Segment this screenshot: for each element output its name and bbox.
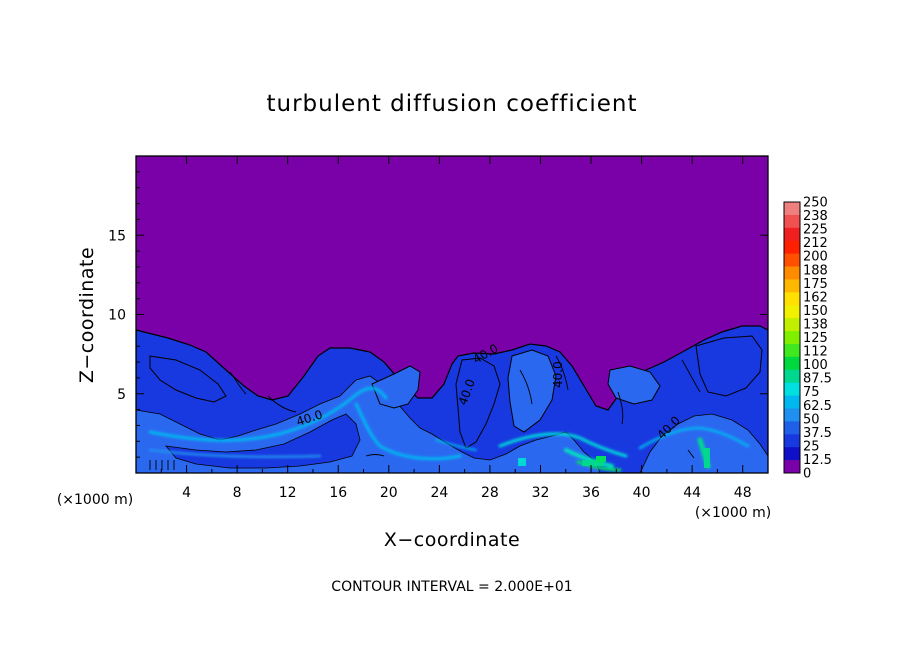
colorbar-label: 12.5 [803,453,832,468]
ground-hot-spots [518,448,710,468]
colorbar-swatch [784,266,800,280]
colorbar-label: 225 [803,223,828,238]
colorbar-swatch [784,447,800,461]
colorbar-swatch [784,369,800,384]
x-tick-label: 8 [233,485,242,501]
colorbar-label: 112 [803,345,828,360]
colorbar-label: 0 [803,467,811,482]
colorbar-swatch [784,460,800,474]
colorbar-swatch [784,382,800,397]
colorbar-swatch [784,343,800,358]
colorbar-label: 238 [803,209,828,224]
x-axis-label: X−coordinate [384,529,520,551]
y-ticks: 5 10 15 [108,171,768,458]
x-tick-label: 20 [380,485,398,501]
colorbar-swatch [784,318,800,332]
x-unit-note: (×1000 m) [57,492,133,508]
colorbar-label: 162 [803,290,828,305]
chart-title: turbulent diffusion coefficient [266,91,637,117]
colorbar-label: 212 [803,236,828,251]
colorbar-label: 188 [803,263,828,278]
blob-right-inner [607,365,661,405]
colorbar-label: 25 [803,439,820,454]
blob-mid [455,357,501,449]
colorbar-swatch [784,408,800,422]
y-axis-label: Z−coordinate [76,247,98,383]
colorbar-swatch [784,202,800,216]
colorbar-label: 138 [803,317,828,332]
colorbar-label: 50 [803,412,820,427]
y-tick-label: 5 [117,387,126,403]
colorbar-swatch [784,356,800,371]
x-tick-label: 28 [481,485,499,501]
x-tick-label: 32 [532,485,550,501]
colorbar-swatch [784,214,800,229]
y-tick-label: 15 [108,228,126,244]
colorbar-swatch [784,434,800,448]
colorbar-label: 62.5 [803,399,832,414]
x-tick-label: 4 [182,485,191,501]
colorbar-swatch [784,395,800,409]
colorbar-frame [783,201,801,474]
plot-area: 40.0 40.0 40.0 40.0 40.0 [136,156,768,473]
contour-label: 40.0 [551,361,565,388]
colorbar: 2502382252122001881751621501381251121008… [783,196,832,482]
colorbar-swatch [784,421,800,435]
blob-left [149,355,227,403]
x-tick-label: 16 [329,485,347,501]
colorbar-swatch [784,279,800,293]
colorbar-swatch [784,331,800,345]
colorbar-label: 100 [803,358,828,373]
colorbar-swatch [784,292,800,306]
colorbar-label: 250 [803,196,828,211]
colorbar-label: 87.5 [803,372,832,387]
y-tick-label: 10 [108,308,126,324]
x-tick-label: 24 [430,485,448,501]
colorbar-label: 175 [803,277,828,292]
high-intensity-filaments [148,386,750,472]
x-tick-label: 12 [279,485,297,501]
blob-right [695,335,763,397]
contour-interval-note: CONTOUR INTERVAL = 2.000E+01 [331,579,572,595]
colorbar-label: 200 [803,250,828,265]
colorbar-swatch [784,253,800,268]
colorbar-label: 125 [803,331,828,346]
y-unit-note: (×1000 m) [695,505,771,521]
x-tick-label: 44 [683,485,701,501]
x-tick-label: 48 [734,485,752,501]
colorbar-swatch [784,240,800,255]
x-tick-label: 40 [633,485,651,501]
colorbar-label: 75 [803,385,820,400]
x-tick-label: 36 [582,485,600,501]
colorbar-swatch [784,227,800,242]
colorbar-label: 150 [803,304,828,319]
band-50-left [136,375,601,473]
contour-lines [149,355,701,470]
colorbar-swatch [784,305,800,319]
colorbar-label: 37.5 [803,426,832,441]
x-ticks: 4 8 12 16 20 24 28 32 36 40 44 48 [160,156,752,501]
